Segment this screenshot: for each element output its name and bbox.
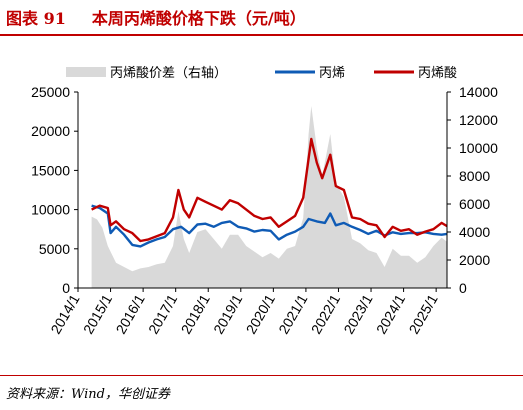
figure-caption: 本周丙烯酸价格下跌（元/吨） (91, 9, 306, 28)
source-note: 资料来源：Wind，华创证券 (6, 387, 170, 402)
legend-label: 丙烯酸 (418, 66, 457, 81)
series-line-acrylic (91, 137, 448, 243)
y-left-tick-label: 0 (62, 280, 70, 296)
y-right-tick-label: 12000 (459, 112, 498, 128)
legend-label: 丙烯酸价差（右轴） (110, 66, 227, 81)
x-tick-label: 2017/1 (145, 291, 180, 336)
y-left-tick-label: 20000 (31, 123, 70, 139)
y-left-tick-label: 25000 (31, 84, 70, 100)
price-lines-layer (91, 137, 448, 248)
legend-label: 丙烯 (319, 66, 345, 81)
x-tick-label: 2019/1 (210, 291, 245, 336)
legend-item-spread: 丙烯酸价差（右轴） (66, 66, 227, 81)
y-right-tick-label: 6000 (459, 196, 490, 212)
y-left-tick-label: 15000 (31, 162, 70, 178)
x-tick-label: 2014/1 (47, 291, 82, 336)
x-tick-label: 2023/1 (340, 291, 375, 336)
y-right-tick-label: 0 (459, 280, 467, 296)
y-left-tick-label: 5000 (39, 241, 70, 257)
y-right-tick-label: 4000 (459, 224, 490, 240)
source-rule (0, 375, 523, 376)
x-tick-label: 2015/1 (80, 291, 115, 336)
legend-item-acrylic: 丙烯酸 (374, 66, 457, 81)
x-tick-label: 2020/1 (243, 291, 278, 336)
legend-swatch-area (66, 67, 106, 77)
x-tick-label: 2021/1 (275, 291, 310, 336)
title-rule (0, 34, 523, 36)
y-right-tick-label: 8000 (459, 168, 490, 184)
spread-area-layer (91, 106, 447, 288)
y-right-tick-label: 14000 (459, 84, 498, 100)
x-tick-label: 2016/1 (112, 291, 147, 336)
y-right-tick-label: 10000 (459, 140, 498, 156)
legend-item-propylene: 丙烯 (275, 66, 345, 81)
legend: 丙烯酸价差（右轴） 丙烯 丙烯酸 (66, 66, 457, 81)
y-left-tick-label: 10000 (31, 202, 70, 218)
figure-number: 图表 91 (6, 9, 66, 28)
x-tick-label: 2022/1 (308, 291, 343, 336)
figure-title: 图表 91 本周丙烯酸价格下跌（元/吨） (0, 0, 523, 34)
y-right-tick-label: 2000 (459, 252, 490, 268)
x-tick-label: 2018/1 (178, 291, 213, 336)
series-area-spread (91, 106, 447, 288)
x-tick-label: 2025/1 (405, 291, 440, 336)
x-tick-label: 2024/1 (373, 291, 408, 336)
